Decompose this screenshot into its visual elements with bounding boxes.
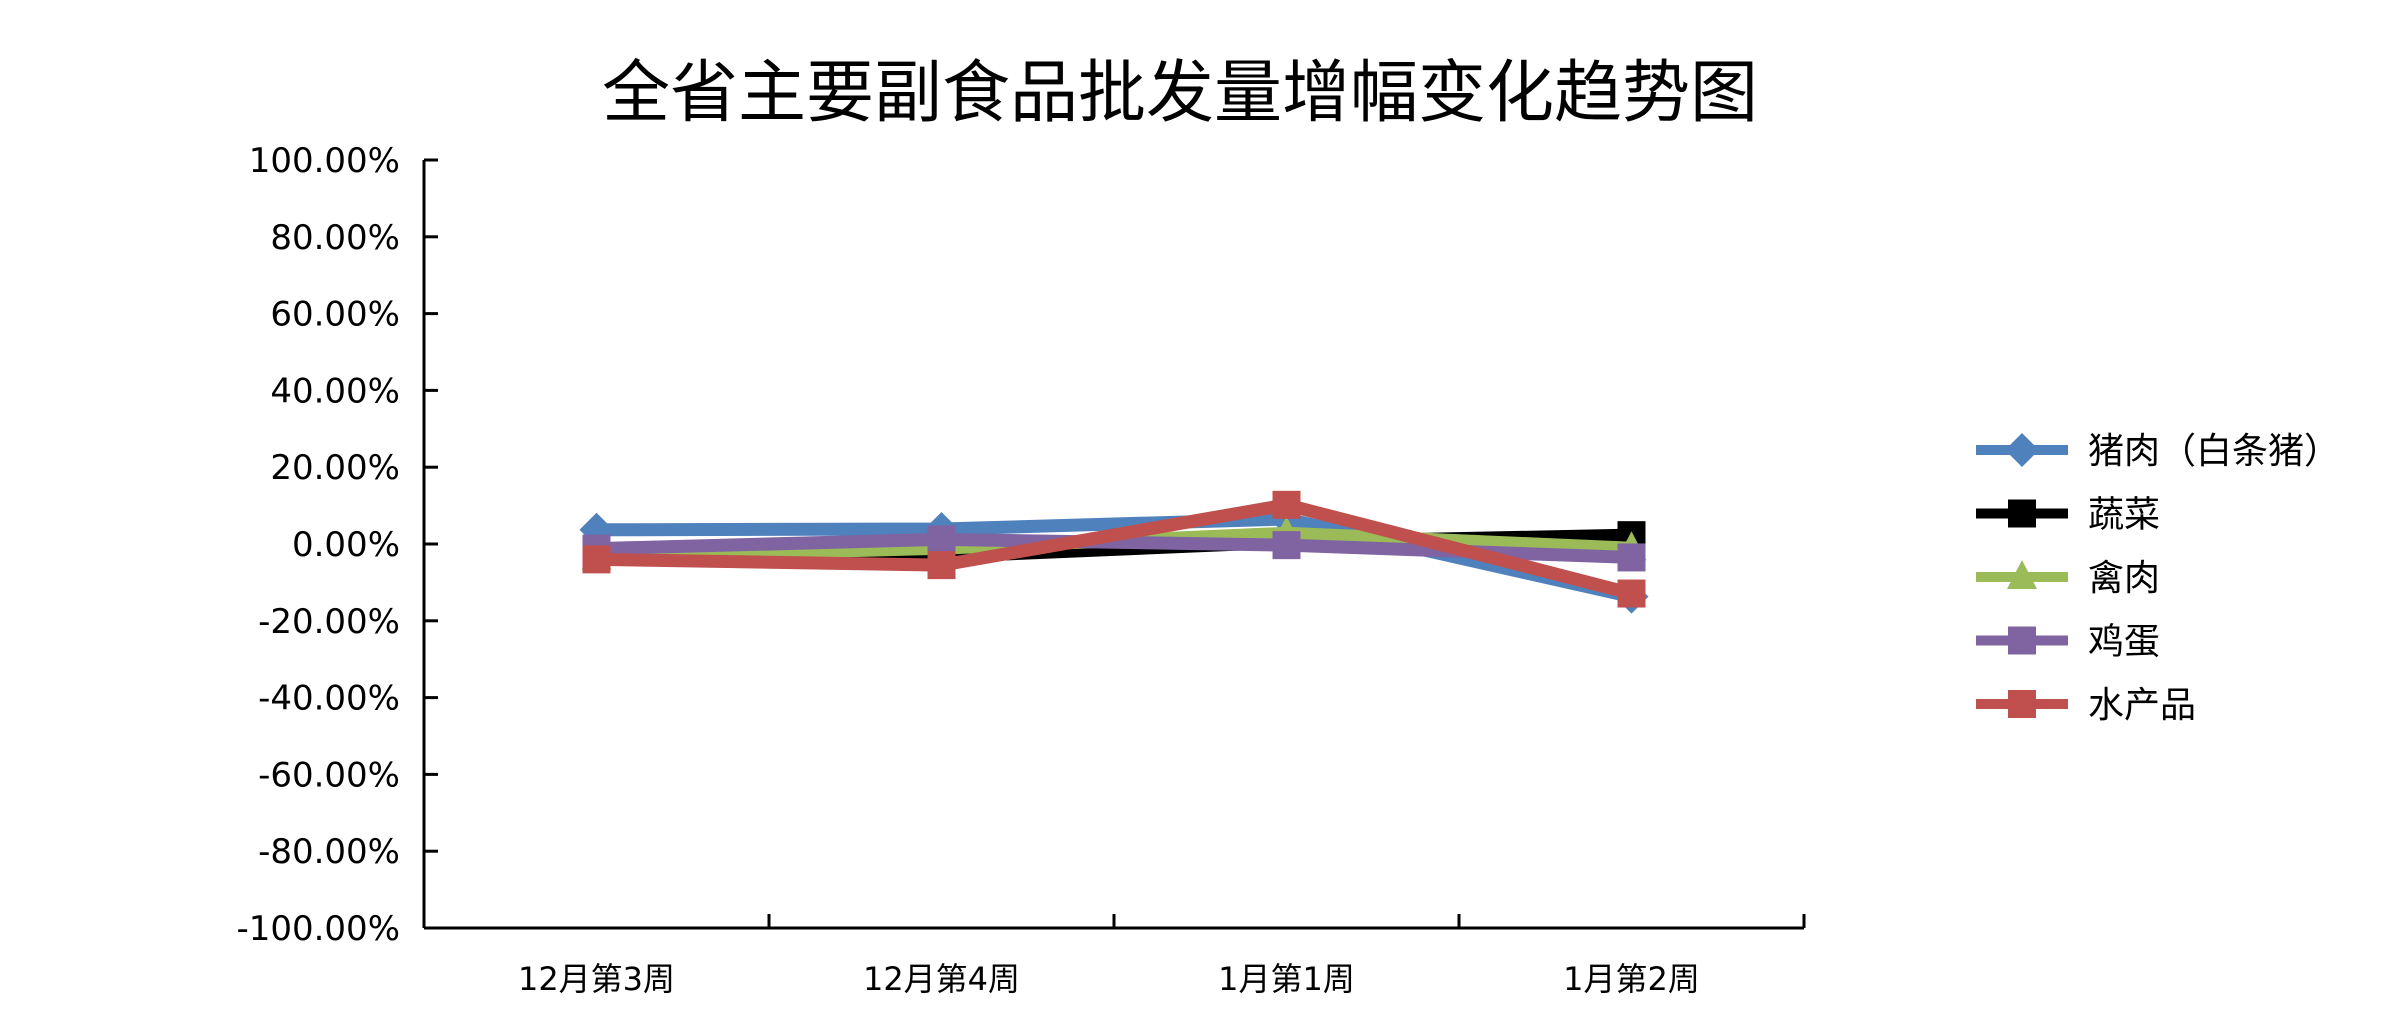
series-4 (582, 490, 1646, 608)
legend-item: 禽肉 (1976, 558, 2160, 599)
x-tick-label: 1月第1周 (1218, 960, 1355, 998)
chart-title: 全省主要副食品批发量增幅变化趋势图 (602, 54, 1758, 133)
x-tick-label: 12月第3周 (518, 960, 675, 998)
y-tick-label: -60.00% (258, 755, 400, 795)
y-tick-label: 100.00% (249, 141, 400, 181)
legend-marker (2008, 690, 2036, 718)
data-point (1617, 543, 1646, 572)
data-point (927, 551, 956, 580)
data-point (1617, 579, 1646, 608)
legend-marker (2008, 626, 2036, 655)
legend-item: 蔬菜 (1976, 495, 2160, 536)
x-tick-label: 12月第4周 (863, 960, 1020, 998)
y-tick-label: 20.00% (270, 448, 400, 488)
legend-item: 猪肉（白条猪） (1976, 431, 2340, 472)
series-line (596, 498, 1634, 600)
legend-marker (2007, 560, 2037, 589)
data-point (927, 525, 956, 554)
data-point (1272, 531, 1301, 560)
legend-label: 水产品 (2088, 685, 2196, 726)
y-tick-label: -100.00% (236, 909, 400, 949)
legend-marker (2005, 433, 2039, 467)
legend-label: 鸡蛋 (2088, 622, 2160, 663)
y-tick-label: -80.00% (258, 832, 400, 872)
legend-item: 鸡蛋 (1976, 622, 2160, 663)
y-tick-label: 60.00% (270, 295, 400, 335)
y-tick-label: 40.00% (270, 371, 400, 411)
data-point (582, 545, 611, 574)
legend-label: 禽肉 (2088, 558, 2160, 599)
legend-label: 猪肉（白条猪） (2088, 431, 2340, 472)
y-tick-label: 80.00% (270, 218, 400, 258)
legend-marker (2008, 499, 2036, 528)
data-point (1272, 490, 1301, 519)
y-tick-label: -40.00% (258, 679, 400, 719)
legend-label: 蔬菜 (2088, 495, 2160, 536)
series-line (596, 512, 1633, 603)
y-tick-label: -20.00% (258, 602, 400, 642)
y-tick-label: 0.00% (292, 525, 400, 565)
legend-item: 水产品 (1976, 685, 2196, 726)
x-tick-label: 1月第2周 (1563, 960, 1700, 998)
